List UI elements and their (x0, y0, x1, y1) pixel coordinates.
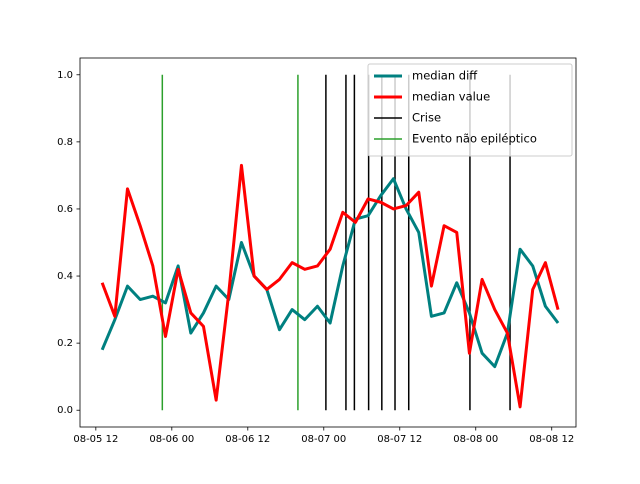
y-tick-label: 0.2 (57, 338, 73, 349)
x-tick-label: 08-06 00 (149, 434, 194, 445)
legend-label: Crise (412, 111, 441, 125)
series-line (100, 163, 560, 409)
plot-frame (79, 57, 577, 428)
series-line (100, 177, 560, 369)
legend-box (367, 63, 573, 157)
legend-label: Evento não epiléptico (412, 132, 537, 146)
x-tick-label: 08-07 12 (377, 434, 422, 445)
x-tick-label: 08-05 12 (73, 434, 118, 445)
y-tick-label: 0.6 (57, 204, 73, 215)
y-tick-label: 0.8 (57, 137, 73, 148)
x-tick-label: 08-08 00 (453, 434, 498, 445)
x-tick-label: 08-08 12 (529, 434, 574, 445)
y-tick-label: 0.0 (57, 405, 73, 416)
x-tick-label: 08-07 00 (301, 434, 346, 445)
legend-label: median value (412, 90, 490, 104)
y-tick-label: 1.0 (57, 70, 73, 81)
y-tick-label: 0.4 (57, 271, 73, 282)
x-tick-label: 08-06 12 (225, 434, 270, 445)
legend-label: median diff (412, 69, 478, 83)
